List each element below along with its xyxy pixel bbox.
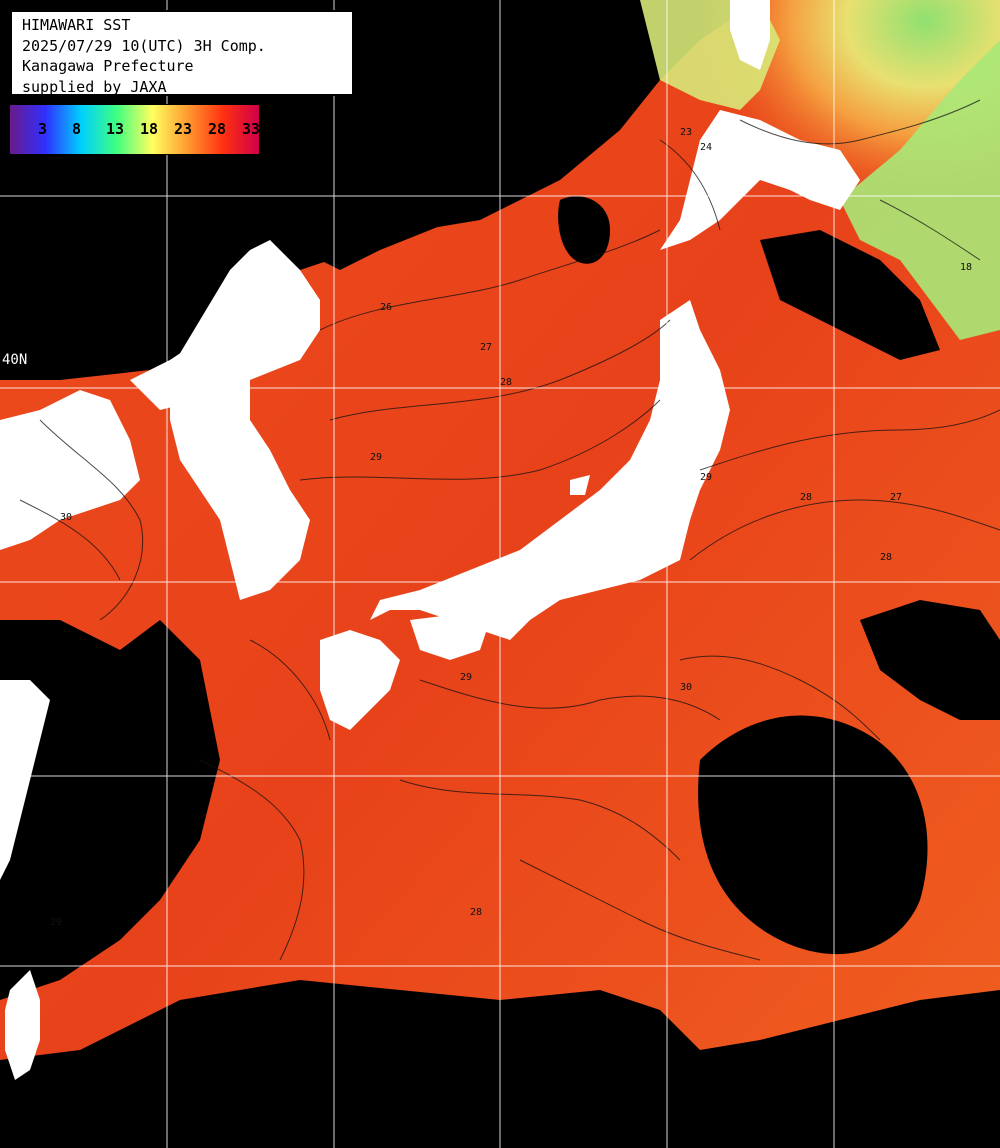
scale-tick: 18 <box>140 120 159 138</box>
land-honshu <box>370 300 730 640</box>
color-scale-ticks: 3 8 13 18 23 28 33 <box>38 120 260 138</box>
color-scale-legend: 3 8 13 18 23 28 33 <box>9 104 260 155</box>
contour-label: 18 <box>960 262 972 273</box>
cloud-patch-japan-sea <box>558 196 610 264</box>
data-credit: supplied by JAXA <box>22 77 167 96</box>
land-sado <box>570 475 590 495</box>
scale-tick: 8 <box>72 120 82 138</box>
scale-tick: 3 <box>38 120 48 138</box>
region-name: Kanagawa Prefecture <box>22 57 194 75</box>
map-title-box: HIMAWARI SST 2025/07/29 10(UTC) 3H Comp.… <box>10 10 354 96</box>
contour-label: 29 <box>460 672 472 683</box>
contour-label: 26 <box>380 302 392 313</box>
contour-label: 28 <box>800 492 812 503</box>
contour-label: 28 <box>470 907 482 918</box>
sea-region-northeast <box>840 40 1000 340</box>
contour-labels: 26 27 28 29 30 23 24 18 28 29 27 28 29 3… <box>50 127 972 928</box>
cloud-patch-east <box>698 715 928 955</box>
land-liaodong <box>130 270 260 410</box>
contour-label: 23 <box>680 127 692 138</box>
land-taiwan <box>5 970 40 1080</box>
color-scale-bar <box>10 105 259 154</box>
product-title: HIMAWARI SST <box>22 16 131 34</box>
cloud-patch-west <box>0 620 220 1000</box>
cloud-patch-south-east <box>860 600 1000 720</box>
latitude-label-40n: 40N <box>2 352 28 368</box>
latitude-label-30n: 30N <box>2 760 28 776</box>
land-china-coast <box>0 680 50 880</box>
land-sakhalin <box>730 0 770 70</box>
contour-label: 27 <box>890 492 902 503</box>
sst-contours <box>19 99 1000 961</box>
contour-label: 30 <box>60 512 72 523</box>
cloud-patch-hokkaido-east <box>760 230 940 360</box>
contour-label: 29 <box>370 452 382 463</box>
contour-label: 28 <box>880 552 892 563</box>
scale-tick: 13 <box>106 120 125 138</box>
contour-label: 29 <box>700 472 712 483</box>
land-china-north <box>0 390 140 550</box>
contour-label: 28 <box>500 377 512 388</box>
contour-label: 27 <box>480 342 492 353</box>
scale-tick: 23 <box>174 120 193 138</box>
contour-label: 30 <box>680 682 692 693</box>
scale-tick: 33 <box>242 120 260 138</box>
land-hokkaido <box>660 110 860 250</box>
land <box>0 0 860 1080</box>
land-shikoku <box>410 615 490 660</box>
timestamp: 2025/07/29 10(UTC) 3H Comp. <box>22 36 266 55</box>
contour-label: 24 <box>700 142 712 153</box>
scale-tick: 28 <box>208 120 227 138</box>
contour-label: 29 <box>50 917 62 928</box>
land-kyushu <box>320 630 400 730</box>
